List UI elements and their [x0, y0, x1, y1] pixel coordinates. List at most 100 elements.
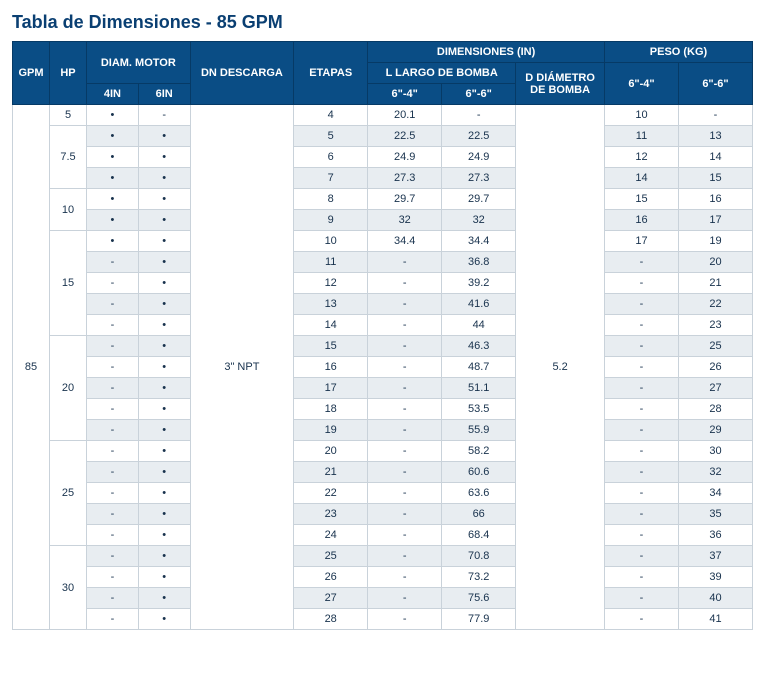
cell-diam-6in: •	[138, 357, 190, 378]
cell-etapas: 10	[294, 231, 368, 252]
table-row: -•28-77.9-41	[13, 609, 753, 630]
cell-l-64: -	[368, 315, 442, 336]
cell-peso-64: 12	[604, 147, 678, 168]
cell-l-64: 22.5	[368, 126, 442, 147]
cell-peso-64: -	[604, 357, 678, 378]
cell-peso-66: 39	[678, 567, 752, 588]
cell-l-64: -	[368, 483, 442, 504]
table-row: -•16-48.7-26	[13, 357, 753, 378]
cell-diam-4in: -	[87, 399, 139, 420]
cell-l-64: -	[368, 273, 442, 294]
cell-diam-4in: -	[87, 462, 139, 483]
cell-dn-descarga: 3" NPT	[190, 105, 294, 630]
cell-diam-4in: •	[87, 126, 139, 147]
cell-etapas: 5	[294, 126, 368, 147]
cell-l-66: 70.8	[442, 546, 516, 567]
table-header: GPM HP DIAM. MOTOR DN DESCARGA ETAPAS DI…	[13, 42, 753, 105]
cell-peso-64: -	[604, 483, 678, 504]
cell-l-66: 46.3	[442, 336, 516, 357]
cell-etapas: 20	[294, 441, 368, 462]
hdr-dimensiones: DIMENSIONES (IN)	[368, 42, 605, 63]
cell-hp: 15	[50, 231, 87, 336]
cell-peso-66: 29	[678, 420, 752, 441]
cell-l-66: 32	[442, 210, 516, 231]
cell-hp: 30	[50, 546, 87, 630]
cell-l-66: 77.9	[442, 609, 516, 630]
cell-l-64: 27.3	[368, 168, 442, 189]
cell-diam-4in: -	[87, 609, 139, 630]
table-row: -•19-55.9-29	[13, 420, 753, 441]
hdr-l66: 6"-6"	[442, 84, 516, 105]
cell-diam-4in: -	[87, 567, 139, 588]
table-row: -•13-41.6-22	[13, 294, 753, 315]
cell-diam-6in: •	[138, 168, 190, 189]
cell-diam-6in: •	[138, 126, 190, 147]
cell-diam-6in: •	[138, 504, 190, 525]
table-row: 15••1034.434.41719	[13, 231, 753, 252]
hdr-6in: 6IN	[138, 84, 190, 105]
cell-hp: 7.5	[50, 126, 87, 189]
cell-peso-66: 34	[678, 483, 752, 504]
cell-l-66: 63.6	[442, 483, 516, 504]
cell-l-66: 75.6	[442, 588, 516, 609]
cell-peso-66: 35	[678, 504, 752, 525]
cell-peso-66: 15	[678, 168, 752, 189]
hdr-gpm: GPM	[13, 42, 50, 105]
hdr-hp: HP	[50, 42, 87, 105]
cell-l-66: 48.7	[442, 357, 516, 378]
cell-l-64: -	[368, 336, 442, 357]
hdr-diam-motor: DIAM. MOTOR	[87, 42, 191, 84]
cell-etapas: 28	[294, 609, 368, 630]
cell-l-66: 58.2	[442, 441, 516, 462]
cell-diam-6in: -	[138, 105, 190, 126]
cell-hp: 10	[50, 189, 87, 231]
cell-etapas: 14	[294, 315, 368, 336]
cell-peso-64: -	[604, 462, 678, 483]
cell-diam-4in: -	[87, 315, 139, 336]
cell-l-66: 55.9	[442, 420, 516, 441]
cell-etapas: 9	[294, 210, 368, 231]
cell-etapas: 26	[294, 567, 368, 588]
cell-l-64: -	[368, 420, 442, 441]
cell-diam-6in: •	[138, 294, 190, 315]
cell-diam-4in: -	[87, 441, 139, 462]
cell-diam-6in: •	[138, 399, 190, 420]
table-row: -•26-73.2-39	[13, 567, 753, 588]
cell-peso-66: 32	[678, 462, 752, 483]
cell-l-66: 36.8	[442, 252, 516, 273]
table-row: -•23-66-35	[13, 504, 753, 525]
hdr-etapas: ETAPAS	[294, 42, 368, 105]
cell-peso-64: -	[604, 525, 678, 546]
cell-l-66: 44	[442, 315, 516, 336]
page-title: Tabla de Dimensiones - 85 GPM	[12, 12, 753, 33]
cell-peso-64: -	[604, 399, 678, 420]
cell-diam-6in: •	[138, 462, 190, 483]
cell-etapas: 17	[294, 378, 368, 399]
cell-l-64: -	[368, 399, 442, 420]
cell-l-64: 34.4	[368, 231, 442, 252]
cell-peso-66: 30	[678, 441, 752, 462]
table-row: -•22-63.6-34	[13, 483, 753, 504]
table-row: ••624.924.91214	[13, 147, 753, 168]
cell-l-66: 53.5	[442, 399, 516, 420]
cell-peso-66: 28	[678, 399, 752, 420]
cell-diam-4in: -	[87, 504, 139, 525]
cell-diam-6in: •	[138, 546, 190, 567]
cell-etapas: 27	[294, 588, 368, 609]
cell-peso-66: 27	[678, 378, 752, 399]
cell-diam-4in: -	[87, 483, 139, 504]
cell-peso-64: -	[604, 336, 678, 357]
cell-diam-4in: -	[87, 336, 139, 357]
table-row: ••727.327.31415	[13, 168, 753, 189]
cell-diam-4in: •	[87, 147, 139, 168]
cell-etapas: 23	[294, 504, 368, 525]
cell-l-64: -	[368, 252, 442, 273]
cell-peso-64: -	[604, 420, 678, 441]
cell-l-64: -	[368, 378, 442, 399]
cell-diam-4in: •	[87, 189, 139, 210]
cell-peso-66: 37	[678, 546, 752, 567]
table-row: 25-•20-58.2-30	[13, 441, 753, 462]
cell-diam-6in: •	[138, 567, 190, 588]
cell-l-66: 39.2	[442, 273, 516, 294]
cell-diam-6in: •	[138, 483, 190, 504]
